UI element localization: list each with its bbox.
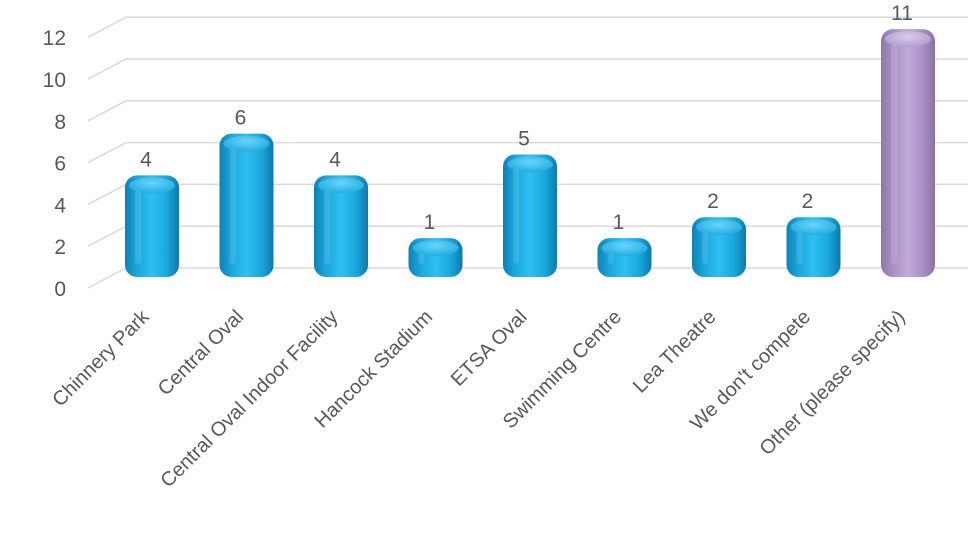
data-label: 6 xyxy=(235,107,247,130)
bar xyxy=(219,133,274,277)
x-tick-label: Chinnery Park xyxy=(48,305,154,411)
x-tick-label: ETSA Oval xyxy=(447,306,532,391)
x-tick-label: Central Oval xyxy=(154,306,248,400)
data-label: 1 xyxy=(424,211,436,234)
bars xyxy=(125,29,935,277)
bar xyxy=(408,238,463,277)
data-label: 2 xyxy=(707,190,719,213)
bar xyxy=(125,175,179,277)
y-tick-label: 8 xyxy=(54,111,66,134)
y-tick-label: 10 xyxy=(43,69,66,92)
x-tick-label: Lea Theatre xyxy=(629,306,721,398)
gridline xyxy=(87,141,968,164)
bar xyxy=(597,238,652,277)
y-tick-label: 0 xyxy=(54,278,66,301)
data-label: 1 xyxy=(613,211,625,234)
data-label: 4 xyxy=(140,148,152,171)
gridline xyxy=(87,100,968,122)
data-label: 4 xyxy=(329,148,341,171)
data-label: 11 xyxy=(891,2,913,25)
data-labels: 4 6 4 1 5 1 2 2 11 xyxy=(140,2,913,234)
bar xyxy=(503,154,557,277)
y-tick-label: 12 xyxy=(43,27,66,50)
gridline xyxy=(87,16,968,38)
bar xyxy=(881,29,935,277)
y-tick-label: 2 xyxy=(54,236,66,259)
data-label: 5 xyxy=(518,128,530,151)
gridline xyxy=(87,58,968,80)
x-tick-label: Central Oval Indoor Facility xyxy=(156,306,342,492)
bar xyxy=(314,175,368,277)
y-axis-ticks: 0 2 4 6 8 10 12 xyxy=(43,27,67,301)
bar xyxy=(786,217,841,277)
data-label: 2 xyxy=(802,190,814,213)
bar xyxy=(692,217,746,277)
y-tick-label: 6 xyxy=(54,153,66,176)
y-tick-label: 4 xyxy=(54,194,66,217)
